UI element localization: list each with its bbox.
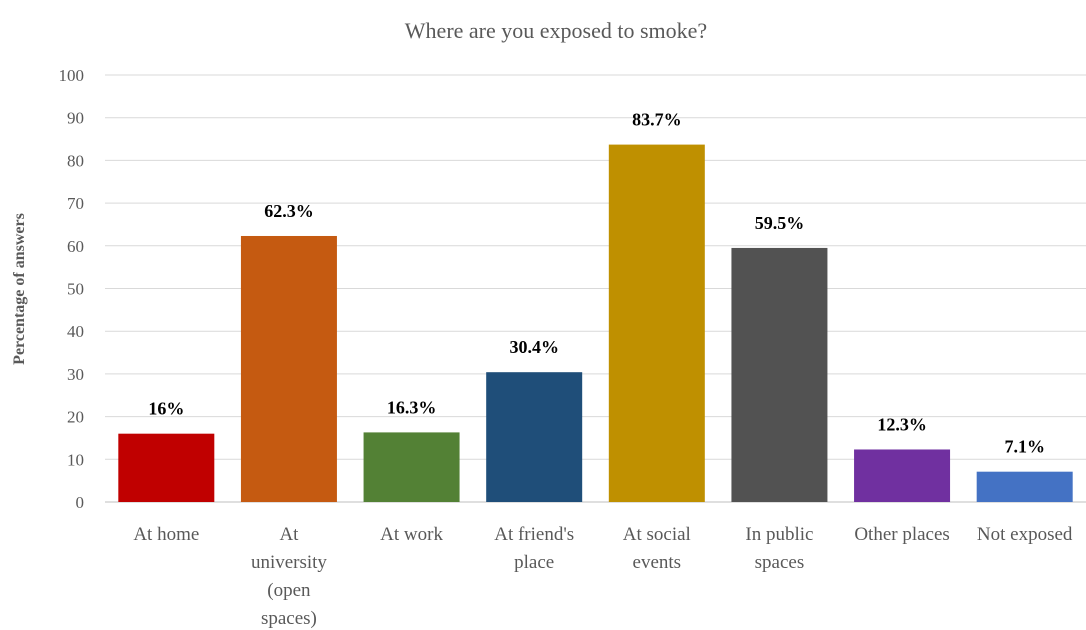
- bar: [608, 144, 705, 502]
- x-axis-ticks: At home At university (open spaces) At work At…: [133, 524, 1073, 629]
- x-tick-label: Other places: [854, 524, 949, 545]
- x-tick-label: In public: [745, 524, 813, 545]
- y-tick-label: 10: [67, 450, 84, 469]
- data-label: 7.1%: [1004, 437, 1045, 457]
- bar: [731, 247, 828, 502]
- x-tick-label: At work: [380, 524, 443, 545]
- x-tick-label: At social: [623, 524, 691, 545]
- y-tick-label: 0: [76, 493, 85, 512]
- bar: [486, 372, 583, 502]
- bar: [240, 235, 337, 502]
- y-tick-label: 60: [67, 237, 84, 256]
- y-axis-ticks: 0 10 20 30 40 50 60 70 80 90 100: [59, 66, 85, 512]
- data-label: 62.3%: [264, 201, 314, 221]
- data-labels: 16% 62.3% 16.3% 30.4% 83.7% 59.5% 12.3% 7.1%: [148, 110, 1045, 457]
- x-tick-label: spaces): [261, 608, 317, 629]
- y-tick-label: 100: [59, 66, 85, 85]
- bar: [118, 433, 215, 502]
- bar: [363, 432, 460, 502]
- x-tick-label: spaces: [755, 552, 805, 573]
- data-label: 16.3%: [387, 397, 437, 417]
- bars: [118, 144, 1073, 502]
- x-tick-label: (open: [267, 580, 311, 601]
- x-tick-label: At friend's: [494, 524, 574, 545]
- chart-title: Where are you exposed to smoke?: [405, 18, 707, 43]
- x-tick-label: At: [279, 524, 299, 545]
- y-axis-label: Percentage of answers: [11, 213, 28, 365]
- y-tick-label: 50: [67, 280, 84, 299]
- data-label: 83.7%: [632, 110, 682, 130]
- bar: [854, 449, 951, 502]
- data-label: 30.4%: [509, 337, 559, 357]
- data-label: 16%: [148, 399, 184, 419]
- data-label: 59.5%: [755, 213, 805, 233]
- x-tick-label: Not exposed: [977, 524, 1073, 545]
- y-tick-label: 80: [67, 151, 84, 170]
- x-tick-label: events: [633, 552, 682, 573]
- y-tick-label: 20: [67, 408, 84, 427]
- data-label: 12.3%: [877, 414, 927, 434]
- x-tick-label: At home: [133, 524, 199, 545]
- bar: [976, 471, 1073, 502]
- y-tick-label: 40: [67, 322, 84, 341]
- y-tick-label: 90: [67, 109, 84, 128]
- x-tick-label: place: [514, 552, 554, 573]
- x-tick-label: university: [251, 552, 327, 573]
- y-tick-label: 30: [67, 365, 84, 384]
- y-tick-label: 70: [67, 194, 84, 213]
